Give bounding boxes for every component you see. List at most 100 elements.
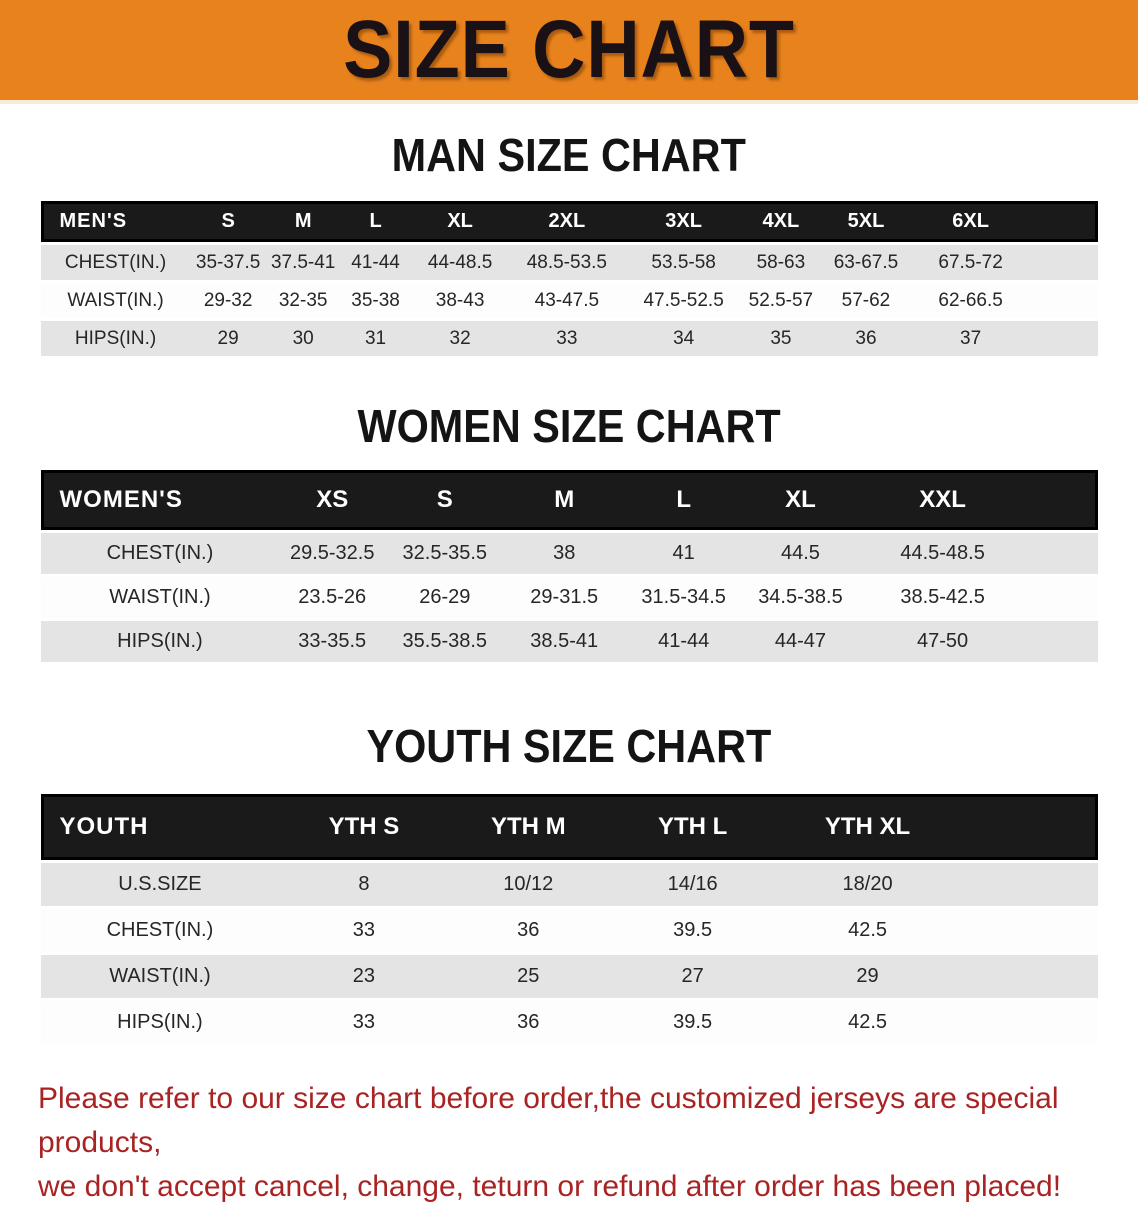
table-row: CHEST(IN.) 35-37.5 37.5-41 41-44 44-48.5 48.5… bbox=[40, 245, 1098, 280]
size-value-cell: 34.5-38.5 bbox=[743, 577, 858, 618]
size-value-cell: 58-63 bbox=[743, 245, 819, 280]
size-value-cell: 23 bbox=[279, 955, 449, 998]
size-value-cell: 35.5-38.5 bbox=[385, 621, 505, 662]
size-value-cell: 62-66.5 bbox=[913, 283, 1028, 318]
size-value-cell: 29 bbox=[190, 321, 266, 356]
size-value-cell: 38-43 bbox=[410, 283, 510, 318]
table-row: WAIST(IN.) 23 25 27 29 bbox=[40, 955, 1098, 998]
size-value-cell: 41 bbox=[623, 533, 744, 574]
size-column-header: XXL bbox=[857, 470, 1028, 530]
size-column-header: XL bbox=[743, 470, 858, 530]
row-filler-cell bbox=[957, 955, 1098, 998]
row-filler-cell bbox=[1027, 621, 1098, 662]
men-heading-wrap: MAN SIZE CHART bbox=[0, 128, 1138, 182]
row-filler-cell bbox=[1027, 577, 1098, 618]
row-filler-cell bbox=[1027, 321, 1098, 356]
banner-title: SIZE CHART bbox=[343, 4, 795, 95]
size-column-header: M bbox=[265, 201, 341, 242]
size-value-cell: 32-35 bbox=[265, 283, 341, 318]
size-column-header: L bbox=[340, 201, 411, 242]
measure-label: HIPS(IN.) bbox=[40, 1001, 280, 1044]
table-row: HIPS(IN.) 29 30 31 32 33 34 35 36 37 bbox=[40, 321, 1098, 356]
men-size-table: MEN'S S M L XL 2XL 3XL 4XL 5XL 6XL CHEST(IN.) 35-37… bbox=[40, 198, 1098, 359]
size-column-header: YTH M bbox=[448, 794, 609, 860]
size-column-header: M bbox=[504, 470, 624, 530]
row-filler-cell bbox=[957, 1001, 1098, 1044]
table-row: HIPS(IN.) 33 36 39.5 42.5 bbox=[40, 1001, 1098, 1044]
size-value-cell: 36 bbox=[448, 909, 609, 952]
size-column-header: S bbox=[385, 470, 505, 530]
size-column-header: YTH XL bbox=[777, 794, 958, 860]
size-column-header: 5XL bbox=[818, 201, 914, 242]
women-heading-wrap: WOMEN SIZE CHART bbox=[0, 399, 1138, 453]
men-section: MAN SIZE CHART MEN'S S M L XL 2XL 3XL 4XL 5XL 6XL… bbox=[0, 128, 1138, 359]
size-value-cell: 37.5-41 bbox=[265, 245, 341, 280]
group-label: WOMEN'S bbox=[40, 470, 280, 530]
measure-label: U.S.SIZE bbox=[40, 863, 280, 906]
youth-heading-wrap: YOUTH SIZE CHART bbox=[0, 719, 1138, 773]
size-value-cell: 29-31.5 bbox=[504, 577, 624, 618]
size-value-cell: 27 bbox=[608, 955, 778, 998]
size-value-cell: 34 bbox=[623, 321, 744, 356]
row-filler-cell bbox=[1027, 245, 1098, 280]
size-column-header: XL bbox=[410, 201, 510, 242]
size-column-header: XS bbox=[279, 470, 386, 530]
size-value-cell: 31 bbox=[340, 321, 411, 356]
size-value-cell: 44-47 bbox=[743, 621, 858, 662]
size-column-header: 2XL bbox=[509, 201, 624, 242]
size-value-cell: 35-37.5 bbox=[190, 245, 266, 280]
size-value-cell: 42.5 bbox=[777, 909, 958, 952]
size-value-cell: 33-35.5 bbox=[279, 621, 386, 662]
youth-section: YOUTH SIZE CHART YOUTH YTH S YTH M YTH L YTH… bbox=[0, 719, 1138, 1047]
measure-label: HIPS(IN.) bbox=[40, 321, 191, 356]
size-value-cell: 36 bbox=[448, 1001, 609, 1044]
size-value-cell: 38 bbox=[504, 533, 624, 574]
size-value-cell: 18/20 bbox=[777, 863, 958, 906]
header-filler-cell bbox=[1027, 201, 1098, 242]
table-header-row: WOMEN'S XS S M L XL XXL bbox=[40, 470, 1098, 530]
table-header-row: YOUTH YTH S YTH M YTH L YTH XL bbox=[40, 794, 1098, 860]
size-value-cell: 26-29 bbox=[385, 577, 505, 618]
size-value-cell: 41-44 bbox=[340, 245, 411, 280]
measure-label: CHEST(IN.) bbox=[40, 245, 191, 280]
size-column-header: YTH L bbox=[608, 794, 778, 860]
size-value-cell: 31.5-34.5 bbox=[623, 577, 744, 618]
size-value-cell: 48.5-53.5 bbox=[509, 245, 624, 280]
group-label: YOUTH bbox=[40, 794, 280, 860]
size-value-cell: 36 bbox=[818, 321, 914, 356]
size-value-cell: 57-62 bbox=[818, 283, 914, 318]
size-column-header: S bbox=[190, 201, 266, 242]
table-row: WAIST(IN.) 29-32 32-35 35-38 38-43 43-47.5 47.… bbox=[40, 283, 1098, 318]
size-value-cell: 10/12 bbox=[448, 863, 609, 906]
measure-label: HIPS(IN.) bbox=[40, 621, 280, 662]
size-value-cell: 67.5-72 bbox=[913, 245, 1028, 280]
measure-label: WAIST(IN.) bbox=[40, 955, 280, 998]
table-row: U.S.SIZE 8 10/12 14/16 18/20 bbox=[40, 863, 1098, 906]
header-filler-cell bbox=[957, 794, 1098, 860]
size-value-cell: 52.5-57 bbox=[743, 283, 819, 318]
table-row: CHEST(IN.) 33 36 39.5 42.5 bbox=[40, 909, 1098, 952]
size-value-cell: 33 bbox=[279, 909, 449, 952]
size-value-cell: 29.5-32.5 bbox=[279, 533, 386, 574]
disclaimer: Please refer to our size chart before or… bbox=[38, 1077, 1100, 1209]
size-value-cell: 35 bbox=[743, 321, 819, 356]
table-row: CHEST(IN.) 29.5-32.5 32.5-35.5 38 41 44.5 44.5… bbox=[40, 533, 1098, 574]
table-row: WAIST(IN.) 23.5-26 26-29 29-31.5 31.5-34.5 34… bbox=[40, 577, 1098, 618]
size-column-header: 3XL bbox=[623, 201, 744, 242]
disclaimer-line-1: Please refer to our size chart before or… bbox=[38, 1082, 1059, 1159]
table-header-row: MEN'S S M L XL 2XL 3XL 4XL 5XL 6XL bbox=[40, 201, 1098, 242]
row-filler-cell bbox=[1027, 533, 1098, 574]
size-column-header: 6XL bbox=[913, 201, 1028, 242]
header-filler-cell bbox=[1027, 470, 1098, 530]
size-value-cell: 32 bbox=[410, 321, 510, 356]
size-value-cell: 47-50 bbox=[857, 621, 1028, 662]
women-section-heading: WOMEN SIZE CHART bbox=[357, 400, 781, 452]
size-column-header: L bbox=[623, 470, 744, 530]
men-section-heading: MAN SIZE CHART bbox=[391, 129, 747, 181]
size-value-cell: 37 bbox=[913, 321, 1028, 356]
size-value-cell: 63-67.5 bbox=[818, 245, 914, 280]
size-value-cell: 32.5-35.5 bbox=[385, 533, 505, 574]
women-size-table: WOMEN'S XS S M L XL XXL CHEST(IN.) 29.5-32.5 32.5… bbox=[40, 467, 1098, 665]
size-value-cell: 47.5-52.5 bbox=[623, 283, 744, 318]
size-value-cell: 53.5-58 bbox=[623, 245, 744, 280]
